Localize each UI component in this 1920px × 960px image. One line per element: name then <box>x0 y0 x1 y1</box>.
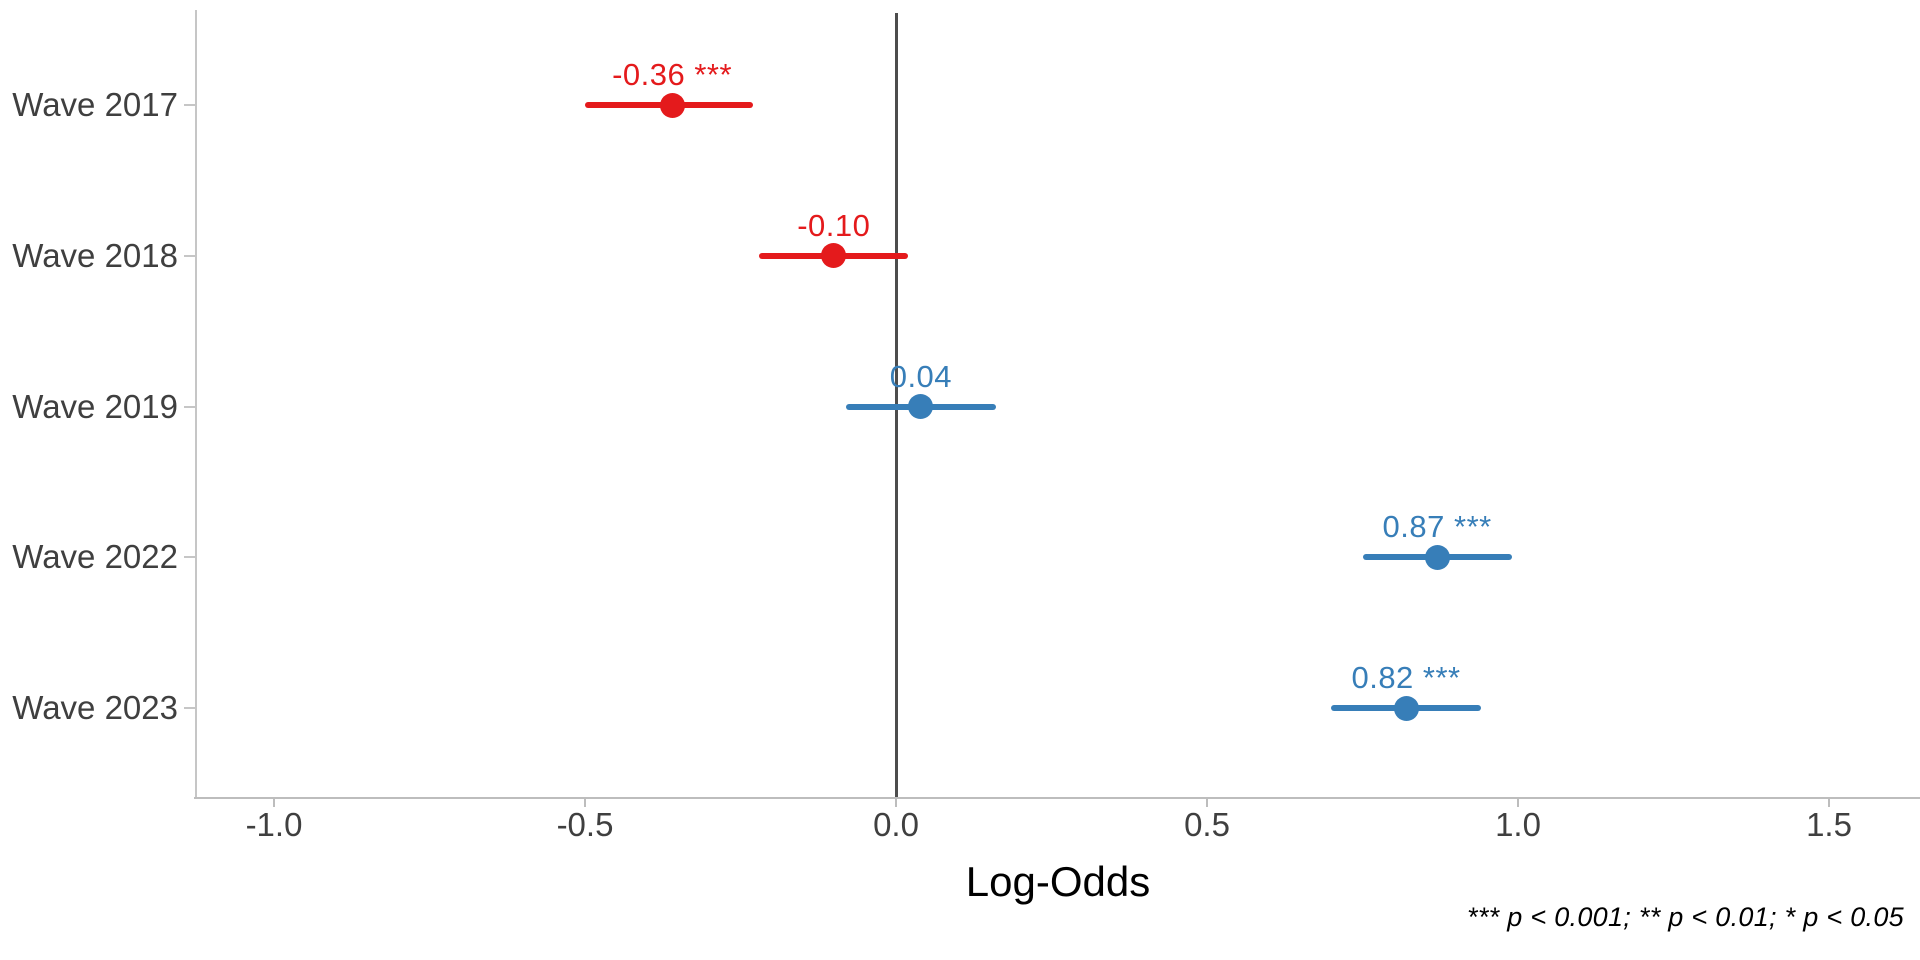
estimate-value-label: 0.82 *** <box>1351 660 1461 695</box>
y-axis-label: Wave 2017 <box>12 86 178 123</box>
x-tick-label: 1.5 <box>1806 806 1852 843</box>
x-axis-line <box>194 797 1920 799</box>
y-tick <box>184 707 195 709</box>
y-tick <box>184 556 195 559</box>
y-axis-line <box>195 10 197 797</box>
x-tick-label: -0.5 <box>556 806 614 843</box>
estimate-point <box>1424 544 1450 570</box>
estimate-value-label: 0.04 <box>889 358 953 394</box>
x-tick-label: 0.5 <box>1184 806 1230 843</box>
y-axis-label: Wave 2019 <box>12 387 178 425</box>
x-tick <box>1206 799 1208 807</box>
estimate-point <box>821 243 847 269</box>
y-tick <box>184 405 195 408</box>
y-tick <box>184 104 195 106</box>
x-tick <box>895 799 897 807</box>
y-axis-label: Wave 2023 <box>12 689 178 726</box>
y-tick <box>184 254 195 257</box>
estimate-point <box>908 394 934 419</box>
estimate-value-label: -0.10 <box>797 207 871 243</box>
x-axis-title: Log-Odds <box>965 858 1151 905</box>
x-tick <box>584 799 586 807</box>
y-axis-label: Wave 2018 <box>12 236 178 274</box>
x-tick-label: -1.0 <box>245 806 303 843</box>
significance-footnote: *** p < 0.001; ** p < 0.01; * p < 0.05 <box>1467 902 1904 932</box>
x-tick-label: 0.0 <box>873 806 919 843</box>
estimate-value-label: 0.87 *** <box>1382 509 1492 545</box>
x-tick <box>1828 799 1830 807</box>
x-tick-label: 1.0 <box>1495 806 1541 843</box>
x-tick <box>273 799 275 807</box>
estimate-value-label: -0.36 *** <box>612 57 733 92</box>
estimate-point <box>659 92 685 118</box>
x-tick <box>1517 799 1519 807</box>
estimate-point <box>1393 695 1419 721</box>
y-axis-label: Wave 2022 <box>12 538 178 576</box>
